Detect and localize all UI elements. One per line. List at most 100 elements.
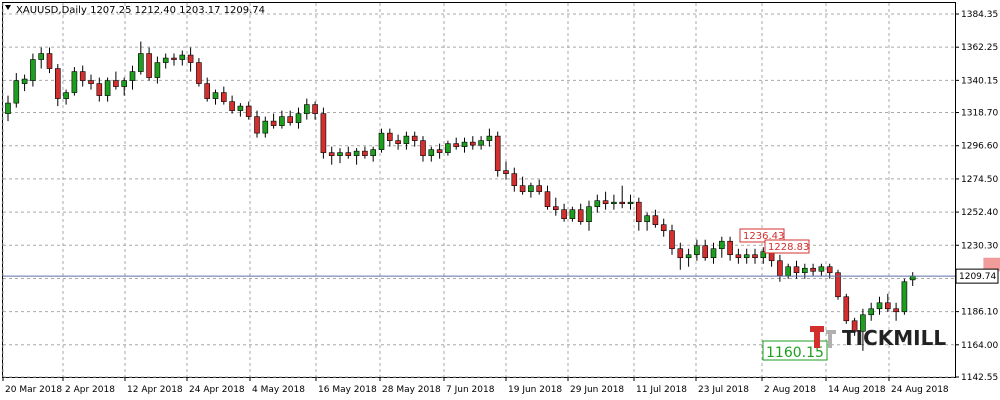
candle-body-bear (652, 215, 659, 225)
candle (262, 116, 269, 138)
candle-body-bear (270, 120, 277, 126)
candle (96, 77, 103, 102)
candle (611, 194, 617, 210)
candle (710, 242, 717, 264)
candle (221, 86, 227, 105)
chart-title: XAUUSD,Daily 1207.25 1212.40 1203.17 120… (16, 5, 265, 16)
candle (569, 206, 576, 222)
candle-body-bear (411, 135, 418, 141)
candle-body-bull (611, 201, 617, 204)
candle (237, 103, 244, 117)
candle (254, 110, 260, 138)
candle (420, 136, 426, 162)
candle-body-bull (528, 185, 534, 192)
candle-body-bear (46, 53, 53, 69)
candle-body-bear (221, 92, 227, 102)
candle-body-bull (129, 71, 136, 81)
candle-body-bull (785, 266, 792, 277)
candle-body-bear (552, 206, 559, 210)
candle-body-bear (453, 143, 460, 147)
candle-body-bear (702, 245, 709, 259)
candle-body-bull (121, 80, 127, 87)
candle (660, 218, 667, 237)
gridlines (2, 3, 955, 378)
candle-body-bull (179, 54, 186, 60)
candle-body-bear (843, 296, 850, 322)
x-tick-label: 19 Jun 2018 (508, 385, 562, 395)
candle-body-bear (561, 209, 567, 219)
current-price-box (955, 268, 999, 284)
candle (54, 64, 61, 107)
candle-body-bear (420, 140, 426, 156)
current-price-text: 1209.74 (959, 272, 996, 282)
candle-body-bear (362, 150, 368, 156)
y-tick-label: 1340.15 (961, 76, 998, 86)
candle (370, 146, 377, 162)
candle-body-bull (378, 132, 385, 150)
candle-body-bull (303, 104, 310, 114)
x-tick-label: 28 May 2018 (382, 385, 441, 395)
candle (511, 167, 518, 192)
candle (445, 140, 451, 156)
y-tick-label: 1164.00 (961, 341, 998, 351)
candle-body-bull (30, 59, 36, 81)
candle-body-bull (38, 53, 45, 60)
x-tick-label: 2 Apr 2018 (65, 385, 115, 395)
candle-body-bull (586, 206, 592, 222)
candle-body-bull (486, 135, 493, 141)
candle-body-bear (113, 80, 119, 87)
candle (469, 136, 476, 150)
candle-body-bear (229, 101, 235, 111)
candle-body-bear (577, 209, 584, 222)
candle (30, 53, 36, 87)
candle (229, 95, 235, 114)
candle-body-bull (909, 275, 916, 281)
candle (461, 137, 468, 153)
candle-body-bear (884, 302, 891, 310)
candle (586, 200, 592, 231)
candle-body-bull (627, 201, 634, 204)
candle-body-bull (279, 116, 285, 126)
candle-body-bear (386, 132, 393, 141)
annotation-high-1-text: 1236.43 (743, 231, 784, 242)
candle (561, 203, 567, 222)
candle-body-bull (818, 266, 825, 272)
candle (619, 185, 626, 209)
candle-body-bear (511, 173, 518, 186)
annotation-low: 1160.15 (762, 340, 828, 361)
candle-body-bear (544, 191, 551, 207)
candle (129, 65, 136, 90)
candle-body-bear (494, 135, 501, 171)
candle (528, 182, 534, 198)
candle (884, 293, 891, 312)
candle (353, 148, 360, 165)
annotation-high-2-text: 1228.83 (768, 242, 809, 253)
candle (362, 146, 368, 159)
y-tick-label: 1230.30 (961, 241, 998, 251)
candle (544, 185, 551, 210)
candle (644, 212, 650, 231)
current-price-label: 1209.74 (955, 268, 999, 284)
candle (138, 41, 144, 75)
candle-body-bull (13, 80, 20, 104)
candle-body-bear (735, 254, 742, 259)
candle (46, 47, 53, 74)
candle-body-bear (436, 149, 443, 153)
candle-body-bull (644, 215, 650, 222)
candle (303, 98, 310, 120)
candle (13, 73, 20, 108)
candle-body-bull (162, 57, 169, 63)
tickmill-logo-mark-icon (810, 326, 824, 348)
candle (279, 110, 285, 129)
plot-frame (2, 2, 956, 378)
candle (677, 242, 684, 270)
candle-body-bear (835, 272, 841, 298)
candle-body-bear (777, 260, 783, 277)
chart-title-triangle-icon (5, 5, 11, 10)
candle (536, 179, 543, 195)
candle (743, 248, 750, 264)
candle (718, 236, 725, 258)
candle-body-bull (594, 200, 601, 207)
candle (486, 128, 493, 147)
